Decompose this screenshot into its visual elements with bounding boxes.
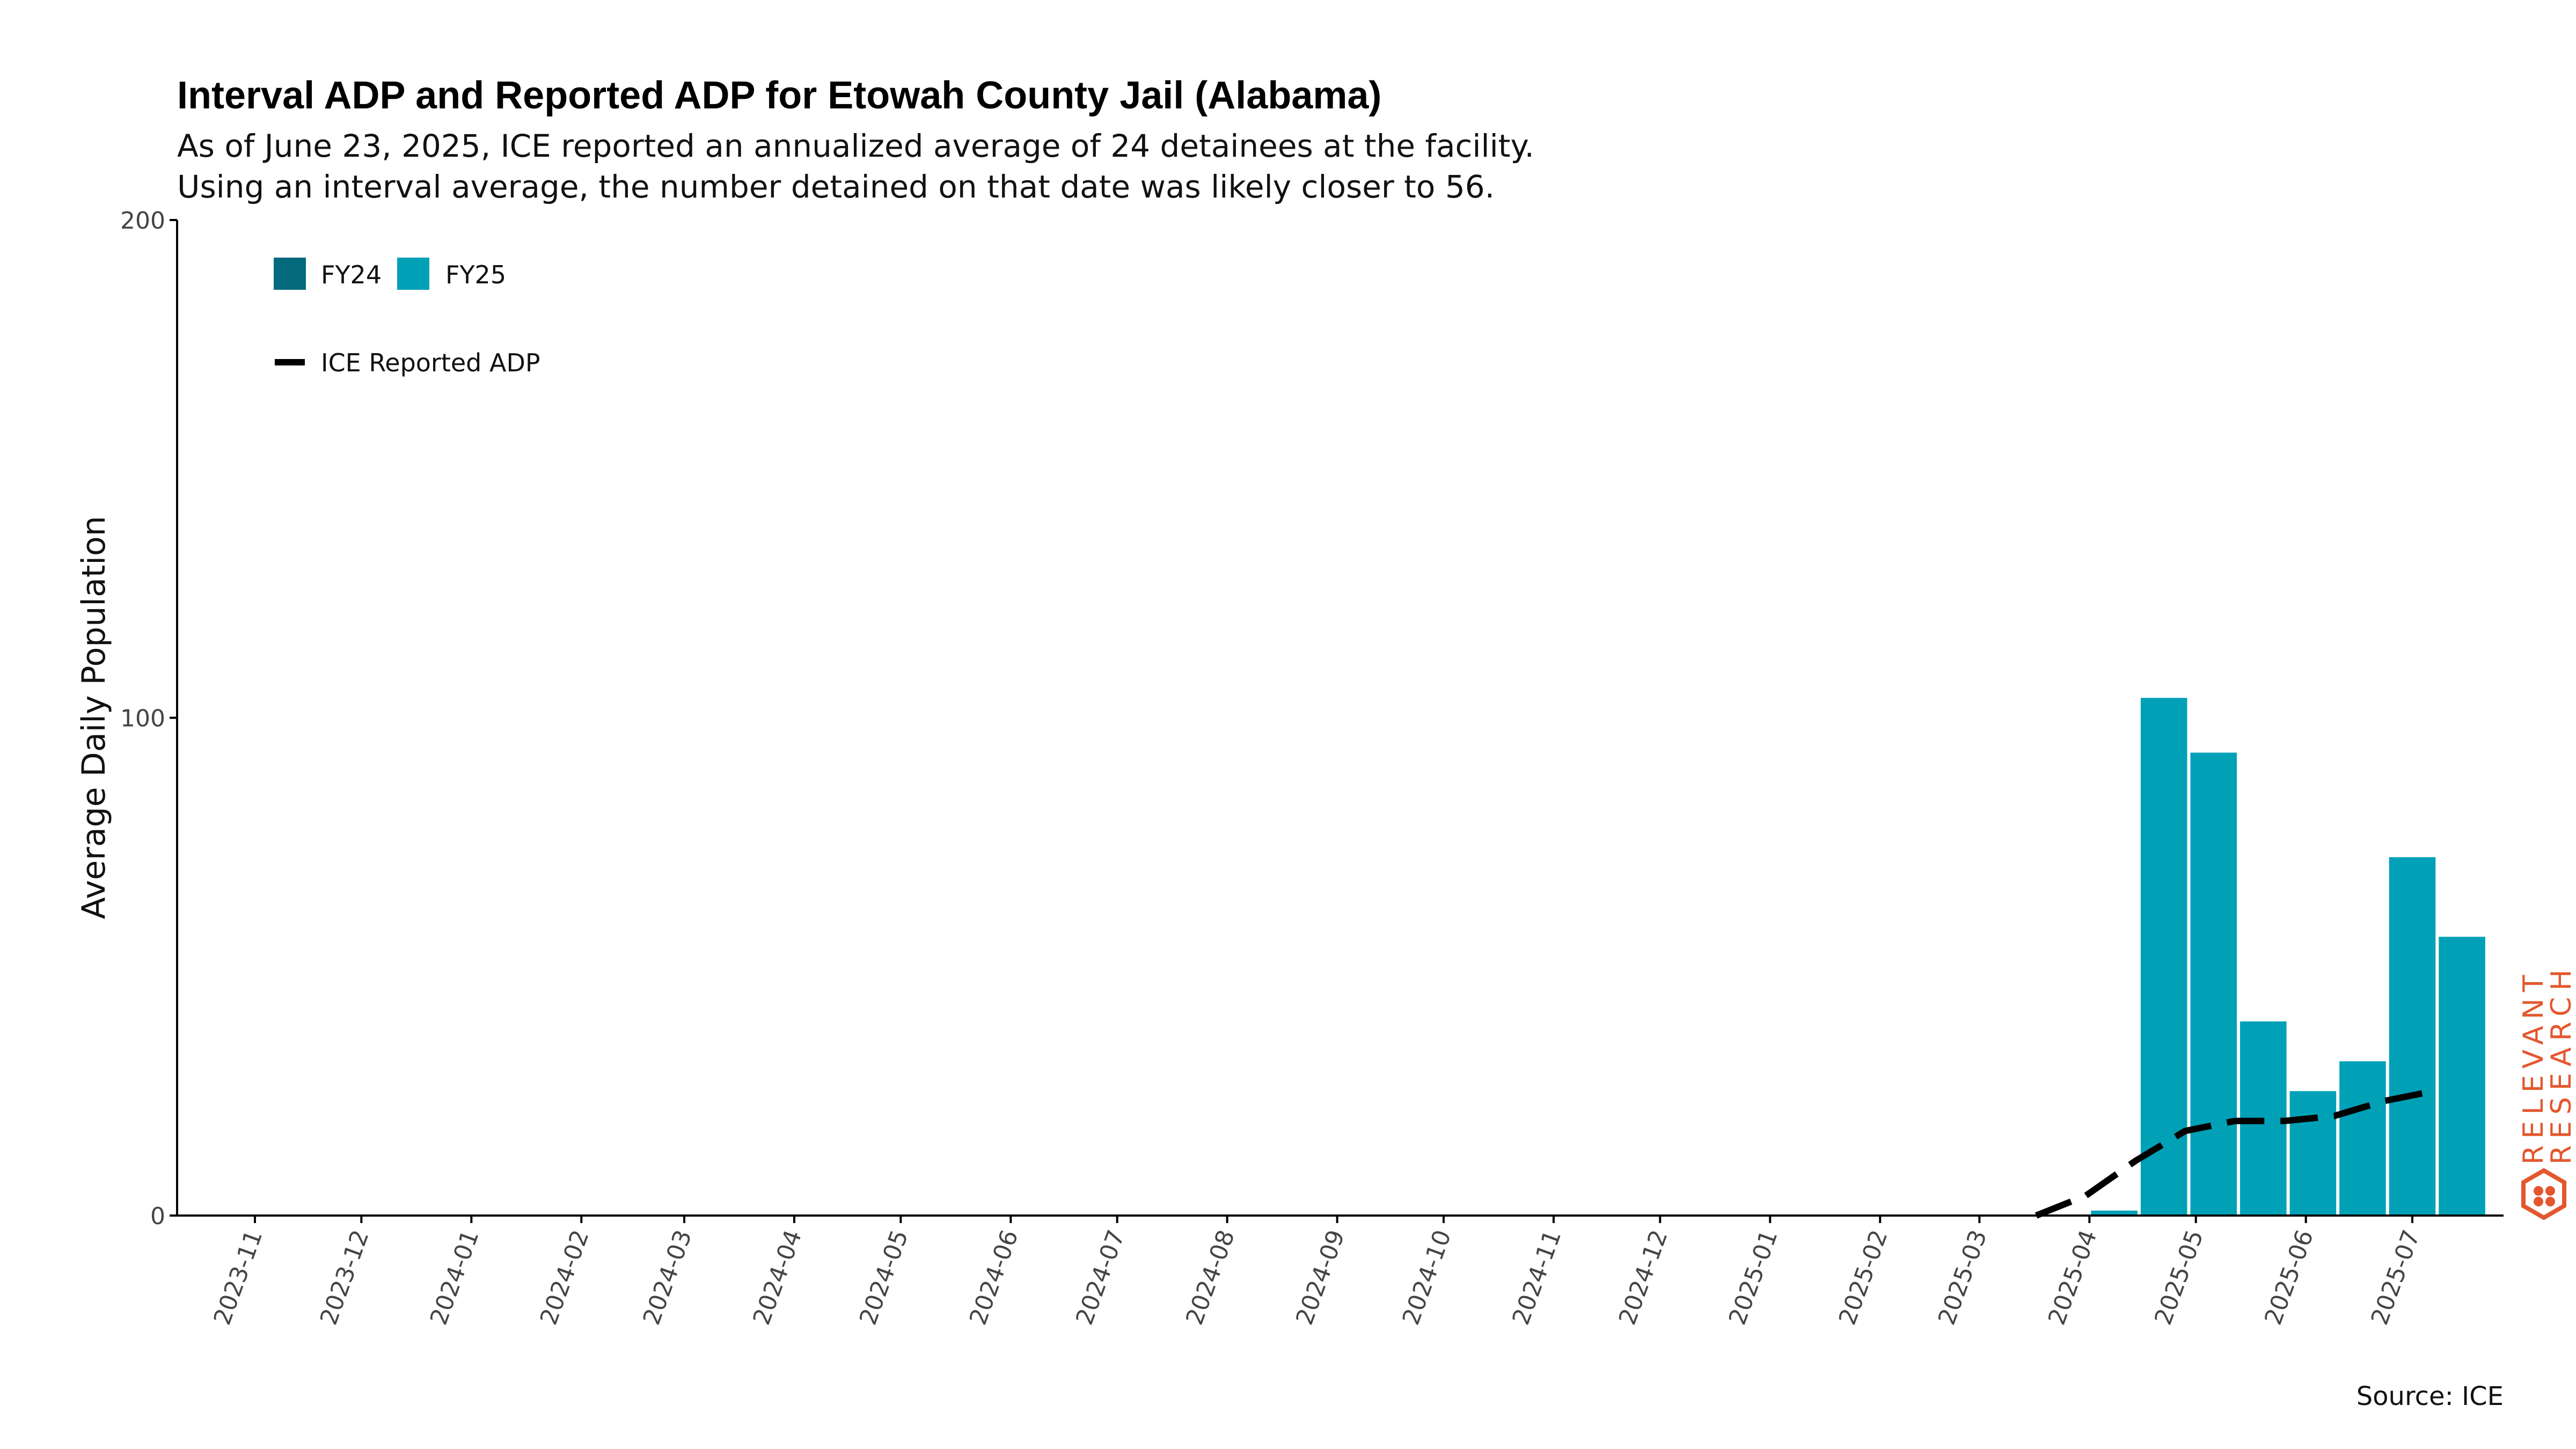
y-tick-label: 200 (120, 207, 165, 235)
x-tick-label: 2024-04 (748, 1226, 808, 1328)
chart-subtitle-line-2: Using an interval average, the number de… (177, 169, 1495, 205)
x-tick-label: 2024-09 (1291, 1226, 1350, 1328)
ice-reported-adp-line (2035, 1088, 2434, 1219)
bar (2289, 1091, 2337, 1216)
x-ticks: 2023-11 2023-12 2024-01 2024-02 2024-03 2024-… (209, 1216, 2426, 1329)
bar (2389, 857, 2436, 1216)
x-tick-label: 2024-01 (425, 1226, 485, 1328)
legend-swatch-fy25 (397, 258, 429, 290)
x-tick-label: 2024-12 (1614, 1226, 1673, 1328)
x-axis: 2023-11 2023-12 2024-01 2024-02 2024-03 2024-… (177, 1214, 2504, 1329)
x-tick-label: 2025-04 (2043, 1226, 2103, 1328)
x-tick-label: 2024-02 (535, 1226, 595, 1328)
bar (2140, 698, 2187, 1216)
x-tick-label: 2025-02 (1834, 1226, 1893, 1328)
legend-label-fy24: FY24 (321, 260, 382, 289)
source-note: Source: ICE (2357, 1381, 2504, 1411)
x-tick-label: 2024-03 (638, 1226, 698, 1328)
brand-text-relevant: RELEVANT (2518, 969, 2550, 1165)
bar (2091, 1210, 2138, 1216)
brand-logo: RELEVANT RESEARCH (2518, 963, 2576, 1220)
x-tick-label: 2023-11 (209, 1226, 268, 1328)
x-tick-label: 2025-03 (1933, 1226, 1993, 1328)
chart-title: Interval ADP and Reported ADP for Etowah… (177, 74, 1381, 117)
x-tick-label: 2025-06 (2259, 1226, 2319, 1328)
y-tick-label: 0 (150, 1203, 165, 1230)
bar (2339, 1061, 2386, 1216)
legend-swatch-fy24 (274, 258, 306, 290)
y-axis: 0 100 200 Average Daily Population (75, 207, 178, 1230)
bar (2190, 752, 2237, 1216)
y-tick-label: 100 (120, 705, 165, 733)
y-ticks: 0 100 200 (120, 207, 177, 1230)
x-tick-label: 2025-07 (2366, 1226, 2426, 1328)
y-axis-label: Average Daily Population (75, 516, 113, 919)
x-tick-label: 2025-01 (1724, 1226, 1783, 1328)
x-tick-label: 2024-08 (1181, 1226, 1240, 1328)
legend-label-fy25: FY25 (445, 260, 506, 289)
x-tick-label: 2024-07 (1071, 1226, 1130, 1328)
chart-subtitle-line-1: As of June 23, 2025, ICE reported an ann… (177, 128, 1534, 164)
x-tick-label: 2024-11 (1507, 1226, 1567, 1328)
bar (2439, 936, 2485, 1216)
x-tick-label: 2024-05 (854, 1226, 914, 1328)
legend: FY24 FY25 ICE Reported ADP (274, 258, 540, 377)
x-tick-label: 2024-10 (1397, 1226, 1457, 1328)
plot-area (2035, 698, 2485, 1219)
hexagon-icon (2521, 1168, 2566, 1220)
x-tick-label: 2023-12 (315, 1226, 375, 1328)
brand-text-research: RESEARCH (2545, 963, 2576, 1165)
x-tick-label: 2024-06 (964, 1226, 1024, 1328)
x-tick-label: 2025-05 (2149, 1226, 2209, 1328)
legend-label-ice-reported-adp: ICE Reported ADP (321, 348, 540, 377)
